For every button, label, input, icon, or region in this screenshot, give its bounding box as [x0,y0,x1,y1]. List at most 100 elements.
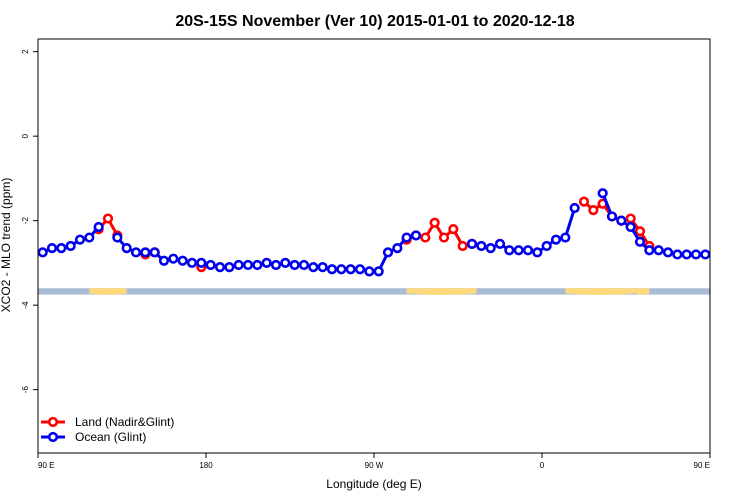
data-point-ocean [606,211,618,222]
data-point-ocean [410,230,422,241]
data-point-land [420,232,431,243]
legend-marker [47,431,59,443]
y-tick-label: -4 [21,301,30,309]
data-point-ocean [214,262,226,273]
data-point-ocean [317,262,328,273]
data-point-ocean [681,249,692,260]
data-point-ocean [644,245,655,256]
data-point-ocean [336,264,347,275]
legend-item-ocean: Ocean (Glint) [41,430,146,444]
x-tick-label: 90 W [365,461,384,470]
data-point-ocean [168,253,179,264]
data-point-ocean [308,262,319,273]
ocean-band [38,288,710,295]
data-point-ocean [653,245,664,256]
data-point-ocean [345,264,356,275]
data-point-ocean [121,243,132,254]
data-point-ocean [270,259,282,271]
data-point-ocean [56,243,67,254]
data-point-ocean [233,259,244,271]
data-point-ocean [280,257,291,268]
land-band [635,288,650,295]
data-point-ocean [298,259,310,271]
data-point-ocean [401,232,412,243]
data-point-ocean [130,247,142,258]
legend-label: Land (Nadir&Glint) [75,415,174,429]
data-point-land [429,217,440,228]
data-point-ocean [616,215,627,226]
data-point-land [588,204,599,216]
series-layer [38,188,710,277]
data-point-ocean [261,257,272,268]
land-band [406,288,477,295]
data-point-ocean [392,243,403,254]
data-point-ocean [625,221,636,233]
data-point-ocean [690,249,702,260]
data-point-land [578,196,590,207]
data-point-land [457,240,468,252]
data-point-ocean [84,232,95,243]
y-tick-label: 2 [21,49,30,54]
y-tick-label: 0 [21,133,30,138]
land-band [89,288,127,295]
data-point-ocean [326,264,338,275]
data-point-ocean [672,249,683,260]
data-point-ocean [74,234,86,245]
data-point-ocean [65,240,76,252]
data-point-ocean [700,249,710,260]
data-point-ocean [485,243,496,254]
data-point-ocean [252,259,263,271]
x-tick-label: 0 [540,461,545,470]
x-axis-label: Longitude (deg E) [326,477,421,491]
x-tick-label: 90 E [694,461,710,470]
x-tick-label: 180 [199,461,213,470]
y-tick-label: -6 [21,386,30,394]
data-point-ocean [569,202,580,214]
land-band [565,288,636,295]
x-tick-label: 90 E [38,461,54,470]
data-point-ocean [46,243,58,254]
data-point-ocean [541,240,552,252]
data-point-ocean [242,259,254,271]
data-point-land [448,224,459,235]
legend-marker [47,416,59,428]
data-point-ocean [177,255,188,266]
data-point-ocean [513,245,524,256]
data-point-ocean [597,188,608,199]
y-tick-label: -2 [21,217,30,225]
data-point-ocean [38,247,48,258]
surface-band [38,288,710,295]
data-point-ocean [532,247,543,258]
data-point-ocean [476,240,487,252]
data-point-ocean [186,257,198,268]
y-axis-label: XCO2 - MLO trend (ppm) [0,178,13,313]
data-point-land [438,232,450,243]
data-point-land [102,213,114,224]
data-point-ocean [158,255,170,266]
data-point-ocean [560,232,571,243]
data-point-ocean [354,264,366,275]
data-point-ocean [196,257,207,268]
data-point-land [625,213,636,224]
data-point-ocean [140,247,151,258]
series-ocean [38,188,710,277]
data-point-ocean [289,259,300,271]
data-point-ocean [382,247,394,258]
legend-label: Ocean (Glint) [75,430,146,444]
legend: Land (Nadir&Glint)Ocean (Glint) [41,415,174,444]
data-point-land [634,226,646,237]
data-point-ocean [364,266,375,277]
data-point-ocean [504,245,515,256]
data-point-ocean [522,245,534,256]
data-point-ocean [494,238,506,249]
x-axis: 90 E 180 90 W 0 90 E [37,453,711,470]
data-point-ocean [224,262,235,273]
data-point-ocean [205,259,216,271]
y-axis: 2 0 -2 -4 -6 [21,49,38,393]
data-point-ocean [112,232,123,243]
data-point-ocean [550,234,562,245]
data-point-ocean [149,247,160,258]
data-point-ocean [373,266,384,277]
chart-title: 20S-15S November (Ver 10) 2015-01-01 to … [175,13,574,30]
